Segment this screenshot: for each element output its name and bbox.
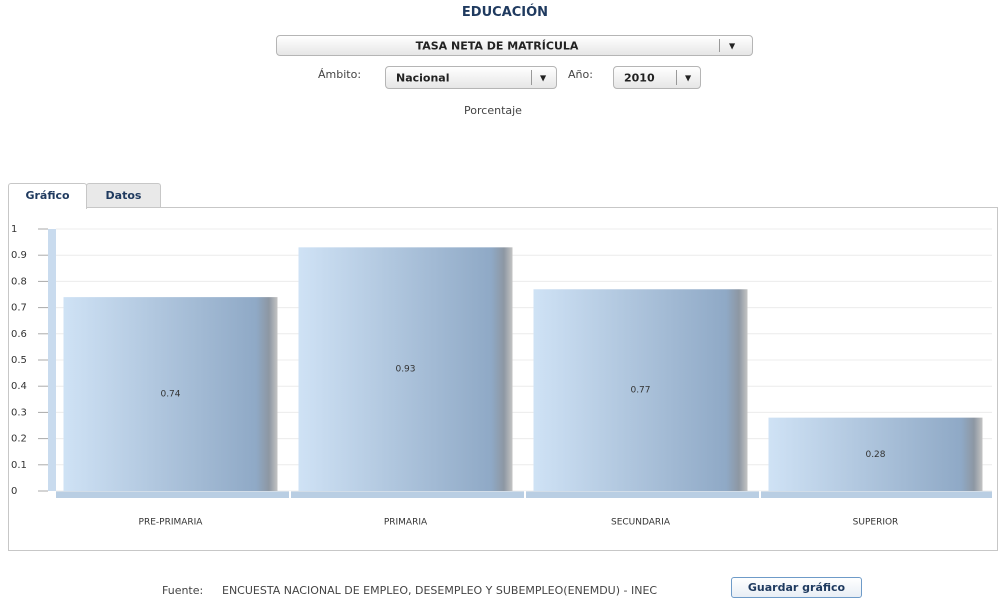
y-tick-label: 0.2 [11,434,27,445]
data-label: 0.93 [395,365,415,375]
y-tick-label: 0.1 [11,460,27,471]
source-label: Fuente: [162,584,204,597]
x-tick-label: PRIMARIA [384,518,428,528]
y-tick-label: 0 [11,486,17,497]
anio-label: Año: [568,68,593,81]
x-tick-label: SECUNDARIA [611,518,671,528]
source-text: ENCUESTA NACIONAL DE EMPLEO, DESEMPLEO Y… [222,584,658,597]
y-tick-label: 0.7 [11,303,27,314]
ambito-select[interactable]: Nacional ▼ [385,66,557,89]
y-tick-label: 0.5 [11,355,27,366]
y-tick-label: 1 [11,224,17,235]
y-tick-label: 0.3 [11,407,27,418]
unit-label: Porcentaje [464,104,522,117]
select-text: TASA NETA DE MATRÍCULA [415,39,579,52]
bar [768,417,983,491]
bar [63,297,278,491]
separator [676,70,677,85]
y-tick-label: 0.8 [11,276,27,287]
dropdown-arrow: ▼ [729,41,736,50]
indicator-select[interactable]: TASA NETA DE MATRÍCULA ▼ [276,35,753,56]
y-tick-label: 0.6 [11,329,27,340]
x-tick-label: PRE-PRIMARIA [139,518,204,528]
tab-datos[interactable]: Datos [86,183,161,208]
bar [533,289,748,491]
data-label: 0.77 [630,386,650,396]
y-tick-label: 0.9 [11,250,27,261]
dropdown-arrow: ▼ [540,73,547,82]
chart-panel [8,207,998,551]
x-tick-label: SUPERIOR [853,518,899,528]
dropdown-arrow: ▼ [685,73,692,82]
tab-grafico[interactable]: Gráfico [8,183,87,209]
select-text: Nacional [396,71,450,84]
data-label: 0.74 [160,390,180,400]
select-text: 2010 [624,71,655,84]
data-label: 0.28 [865,450,885,460]
separator [531,70,532,85]
y-tick-label: 0.4 [11,381,27,392]
separator [719,39,720,52]
save-chart-button[interactable]: Guardar gráfico [731,577,862,598]
y-axis-ruler [48,229,56,491]
ambito-label: Ámbito: [318,68,362,81]
anio-select[interactable]: 2010 ▼ [613,66,701,89]
page-title: EDUCACIÓN [461,5,549,20]
bar [298,247,513,491]
